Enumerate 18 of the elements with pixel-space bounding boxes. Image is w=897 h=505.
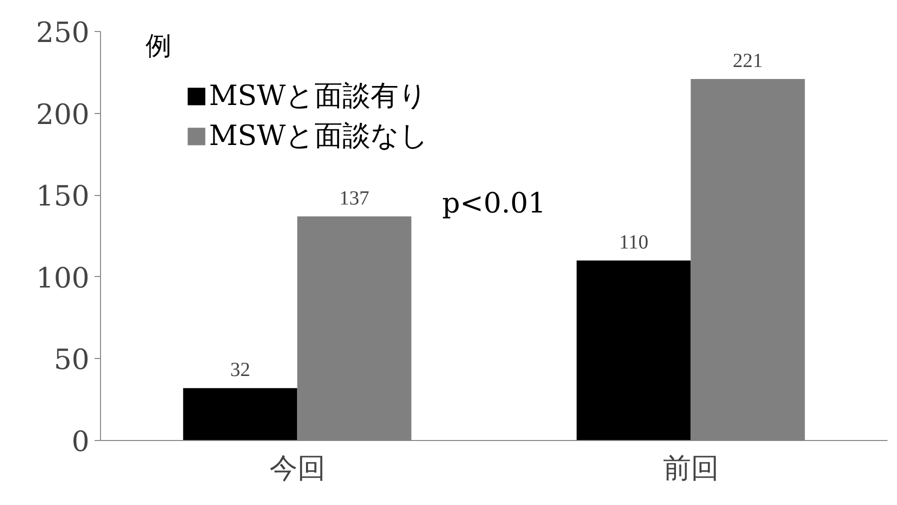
data-label: 32 <box>230 359 250 382</box>
bar <box>183 388 298 440</box>
y-tick-label: 0 <box>72 425 90 458</box>
y-tick-label: 150 <box>36 180 90 213</box>
x-tick-label: 今回 <box>269 452 326 484</box>
y-axis-title: 例 <box>146 32 172 62</box>
annotation: p<0.01 <box>442 186 546 220</box>
y-tick-label: 250 <box>36 16 90 49</box>
data-label: 137 <box>339 187 370 210</box>
y-tick-label: 200 <box>36 98 90 131</box>
y-tick-label: 100 <box>36 261 90 294</box>
bar <box>576 260 691 440</box>
legend-label: MSWと面談なし <box>209 118 429 154</box>
data-label: 221 <box>732 50 763 72</box>
legend-label: MSWと面談有り <box>209 78 428 114</box>
y-tick-label: 50 <box>54 343 90 376</box>
data-label: 110 <box>619 232 648 254</box>
x-tick-label: 前回 <box>662 452 719 484</box>
